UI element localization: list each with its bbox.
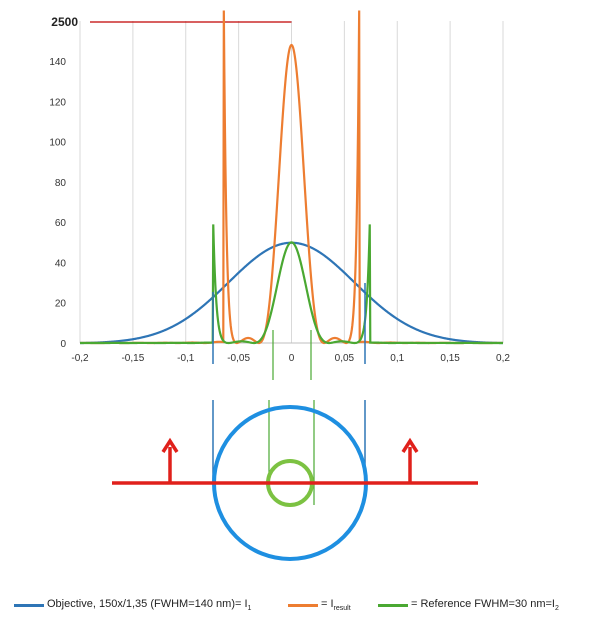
y-tick-label: 120	[49, 97, 66, 108]
chart-gridlines	[79, 21, 504, 343]
chart-axes: -0,2 -0,15 -0,1 -0,05 0 0,05 0,1 0,15 0,2 0 20 40 60…	[49, 15, 510, 364]
y-tick-label: 0	[60, 339, 66, 350]
x-tick-label: -0,15	[121, 353, 144, 364]
x-tick-label: -0,1	[177, 353, 195, 364]
psf-chart: -0,2 -0,15 -0,1 -0,05 0 0,05 0,1 0,15 0,2 0 20 40 60…	[49, 10, 510, 561]
chart-legend: Objective, 150x/1,35 (FWHM=140 nm)= I1 =…	[14, 598, 604, 612]
arrow-up-icon	[161, 437, 179, 453]
y-tick-label: 40	[55, 258, 67, 269]
legend-swatch-reference	[378, 603, 408, 607]
y-tick-label: 100	[49, 138, 66, 149]
legend-item-reference: = Reference FWHM=30 nm=I2	[378, 598, 559, 612]
y-tick-label: 60	[55, 218, 67, 229]
x-tick-label: 0	[289, 353, 295, 364]
legend-swatch-result	[288, 603, 318, 607]
x-tick-label: 0,05	[335, 353, 355, 364]
arrow-up-icon	[401, 437, 419, 453]
x-tick-label: -0,2	[71, 353, 89, 364]
x-tick-label: 0,15	[440, 353, 460, 364]
series-line-reference	[80, 224, 503, 345]
y-tick-label: 140	[49, 57, 66, 68]
chart-series	[80, 10, 503, 345]
y-tick-label: 20	[55, 299, 67, 310]
y-tick-label: 80	[55, 178, 67, 189]
legend-item-result: = Iresult	[288, 598, 351, 612]
y-top-label: 2500	[51, 15, 78, 29]
x-tick-label: 0,1	[390, 353, 404, 364]
legend-item-objective: Objective, 150x/1,35 (FWHM=140 nm)= I1	[14, 598, 251, 612]
x-tick-label: 0,2	[496, 353, 510, 364]
x-tick-label: -0,05	[227, 353, 250, 364]
legend-label-reference: = Reference FWHM=30 nm=I2	[411, 598, 559, 613]
psf-diagram	[112, 283, 478, 561]
legend-swatch-objective	[14, 603, 44, 607]
legend-label-result: = Iresult	[321, 598, 351, 613]
legend-label-objective: Objective, 150x/1,35 (FWHM=140 nm)= I1	[47, 598, 252, 613]
